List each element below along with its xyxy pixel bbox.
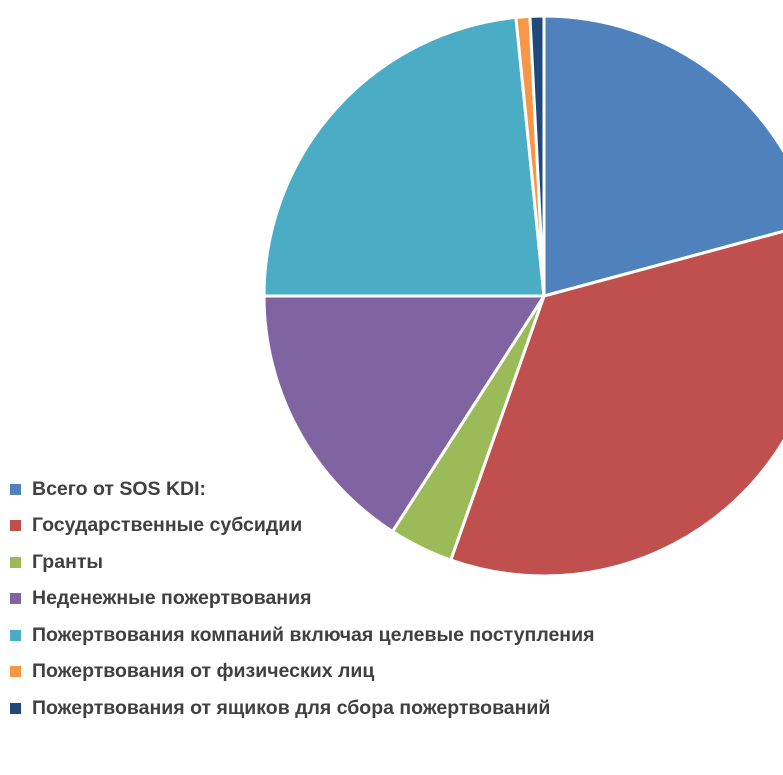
legend-swatch	[10, 520, 21, 531]
legend-swatch	[10, 629, 21, 641]
legend-label: Гранты	[32, 550, 104, 573]
pie-slice	[262, 15, 546, 298]
legend-swatch	[10, 483, 21, 495]
legend-label: Государственные субсидии	[32, 514, 303, 536]
legend-item: Гранты	[10, 551, 594, 573]
legend-swatch	[10, 666, 21, 677]
legend-label: Всего от SOS KDI:	[32, 477, 207, 500]
pie-slice	[542, 14, 783, 298]
pie-slice	[528, 14, 546, 298]
legend-label: Пожертвования компаний включая целевые п…	[32, 623, 595, 646]
legend-swatch	[10, 556, 21, 568]
legend-item: Государственные субсидии	[10, 514, 594, 537]
pie-slice	[262, 294, 546, 533]
legend-label: Неденежные пожертвования	[32, 587, 312, 609]
legend-item: Неденежные пожертвования	[10, 587, 594, 610]
legend-swatch	[10, 702, 21, 714]
legend-item: Пожертвования от ящиков для сбора пожерт…	[10, 697, 594, 719]
legend-swatch	[10, 593, 21, 604]
legend-label: Пожертвования от ящиков для сбора пожерт…	[32, 696, 551, 719]
legend: Всего от SOS KDI: Государственные субсид…	[10, 478, 594, 734]
legend-item: Пожертвования компаний включая целевые п…	[10, 624, 594, 646]
legend-item: Пожертвования от физических лиц	[10, 660, 594, 683]
legend-label: Пожертвования от физических лиц	[32, 660, 375, 682]
pie-slice	[449, 229, 783, 578]
legend-item: Всего от SOS KDI:	[10, 478, 594, 500]
